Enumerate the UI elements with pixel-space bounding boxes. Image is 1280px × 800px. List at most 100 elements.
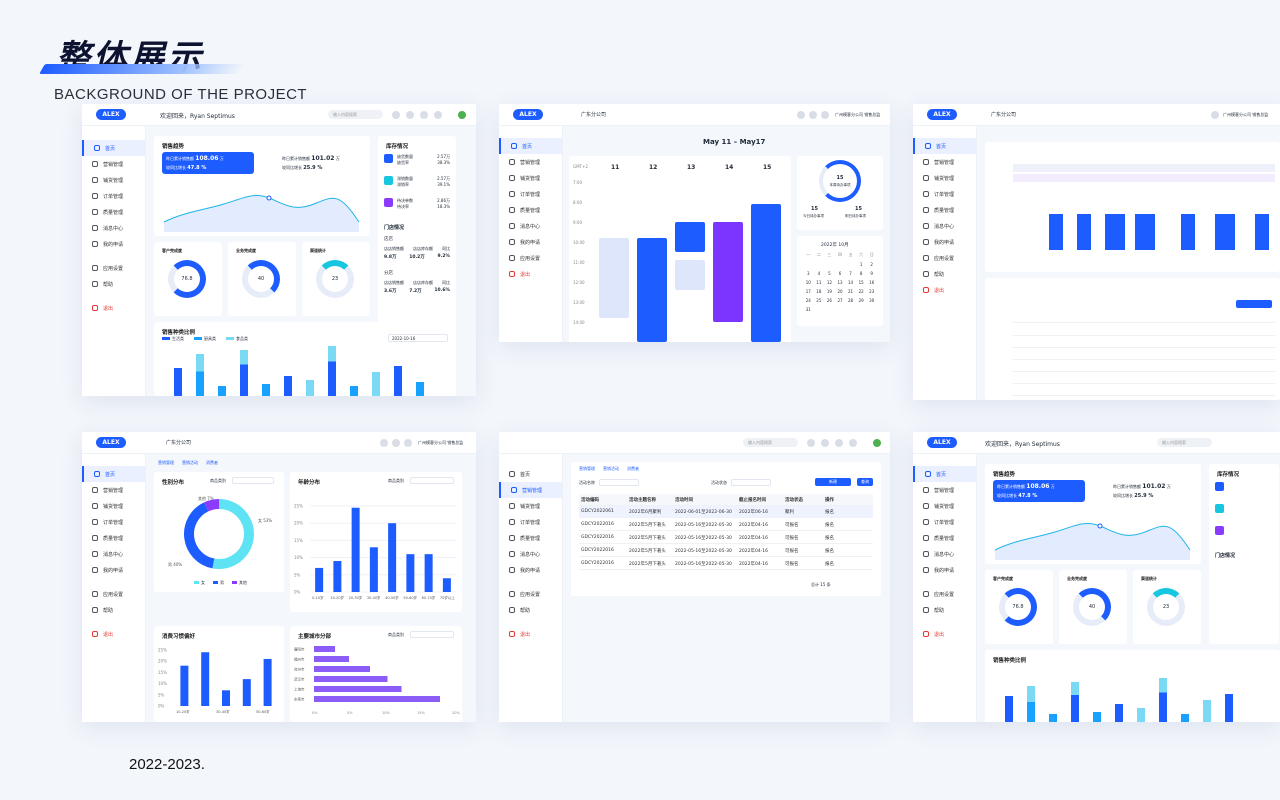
nav-marketing[interactable]: 营销管理 — [913, 154, 976, 170]
nav-home[interactable]: 首页 — [82, 140, 145, 156]
tool-icon[interactable] — [392, 111, 400, 119]
date-cell[interactable]: 21 — [848, 289, 854, 294]
block[interactable] — [1135, 214, 1155, 250]
tool-icon[interactable] — [809, 111, 817, 119]
brand-logo[interactable]: ALEX — [513, 109, 543, 120]
date-cell[interactable]: 28 — [848, 298, 854, 303]
nav-orders[interactable]: 订单管理 — [913, 514, 976, 530]
nav-messages[interactable]: 消息中心 — [499, 218, 562, 234]
tool-icon[interactable] — [1211, 111, 1219, 119]
day-11[interactable]: 11 — [611, 164, 620, 171]
nav-applications[interactable]: 我的申请 — [499, 234, 562, 250]
date-cell[interactable]: 26 — [826, 298, 832, 303]
nav-orders[interactable]: 订单管理 — [82, 188, 145, 204]
nav-marketing[interactable]: 营销管理 — [499, 154, 562, 170]
nav-settings[interactable]: 应用设置 — [913, 250, 976, 266]
nav-home[interactable]: 首页 — [82, 466, 145, 482]
date-cell[interactable]: 9 — [870, 271, 873, 276]
date-cell[interactable]: 17 — [805, 289, 811, 294]
nav-quality[interactable]: 质量管理 — [913, 202, 976, 218]
nav-messages[interactable]: 消息中心 — [82, 546, 145, 562]
event[interactable] — [713, 222, 743, 322]
date-cell[interactable]: 23 — [869, 289, 875, 294]
nav-settings[interactable]: 应用设置 — [82, 260, 145, 276]
nav-messages[interactable]: 消息中心 — [499, 546, 562, 562]
search-input[interactable]: 输入内容搜索 — [743, 438, 798, 447]
date-cell[interactable]: 14 — [848, 280, 854, 285]
nav-messages[interactable]: 消息中心 — [913, 546, 976, 562]
nav-quality[interactable]: 质量管理 — [913, 530, 976, 546]
nav-distribution[interactable]: 铺货管理 — [499, 170, 562, 186]
date-cell[interactable]: 27 — [837, 298, 843, 303]
nav-settings[interactable]: 应用设置 — [913, 586, 976, 602]
settings-icon[interactable] — [434, 111, 442, 119]
date-cell[interactable]: 13 — [837, 280, 843, 285]
nav-orders[interactable]: 订单管理 — [82, 514, 145, 530]
nav-settings[interactable]: 应用设置 — [499, 250, 562, 266]
settings-icon[interactable] — [849, 439, 857, 447]
nav-marketing[interactable]: 营销管理 — [913, 482, 976, 498]
date-cell[interactable]: 16 — [869, 280, 875, 285]
tab-marketing[interactable]: 营销管理 — [158, 460, 174, 465]
date-cell[interactable]: 2 — [870, 262, 873, 267]
event[interactable] — [637, 238, 667, 342]
date-cell[interactable]: 15 — [858, 280, 864, 285]
block[interactable] — [1049, 214, 1063, 250]
date-cell[interactable]: 25 — [816, 298, 822, 303]
filter-select[interactable] — [410, 477, 454, 484]
brand-logo[interactable]: ALEX — [927, 437, 957, 448]
week-range[interactable]: May 11 – May17 — [703, 138, 766, 146]
nav-home[interactable]: 首页 — [913, 466, 976, 482]
date-cell[interactable]: 31 — [805, 307, 811, 312]
block[interactable] — [1181, 214, 1195, 250]
nav-help[interactable]: 帮助 — [913, 266, 976, 282]
nav-applications[interactable]: 我的申请 — [913, 234, 976, 250]
date-cell[interactable]: 6 — [838, 271, 842, 276]
avatar[interactable] — [458, 111, 466, 119]
table-row[interactable]: GDCY2022016 2022年5月下著头 2022-05-16至2022-05-… — [579, 558, 873, 570]
date-cell[interactable]: 1 — [859, 262, 863, 267]
event[interactable] — [675, 222, 705, 252]
filter-select[interactable] — [232, 477, 274, 484]
brand-logo[interactable]: ALEX — [96, 109, 126, 120]
tool-icon[interactable] — [807, 439, 815, 447]
date-cell[interactable]: 4 — [817, 271, 821, 276]
event[interactable] — [675, 260, 705, 290]
nav-logout[interactable]: 退出 — [913, 626, 976, 642]
nav-home[interactable]: 首页 — [499, 138, 562, 154]
nav-quality[interactable]: 质量管理 — [499, 202, 562, 218]
query-button[interactable] — [1236, 300, 1272, 308]
block[interactable] — [1077, 214, 1091, 250]
day-12[interactable]: 12 — [649, 164, 658, 171]
tool-icon[interactable] — [821, 439, 829, 447]
nav-logout[interactable]: 退出 — [499, 266, 562, 282]
date-cell[interactable]: 24 — [805, 298, 811, 303]
date-cell[interactable]: 22 — [858, 289, 864, 294]
nav-help[interactable]: 帮助 — [82, 276, 145, 292]
region-select[interactable]: 广东分公司 — [581, 112, 607, 118]
nav-applications[interactable]: 我的申请 — [913, 562, 976, 578]
date-cell[interactable]: 18 — [816, 289, 822, 294]
nav-messages[interactable]: 消息中心 — [913, 218, 976, 234]
block[interactable] — [1105, 214, 1125, 250]
bell-icon[interactable] — [420, 111, 428, 119]
nav-distribution[interactable]: 铺货管理 — [82, 172, 145, 188]
brand-logo[interactable]: ALEX — [96, 437, 126, 448]
nav-distribution[interactable]: 铺货管理 — [913, 170, 976, 186]
table-row[interactable]: GDCY2022061 2022年6月聚利 2022-06-01至2022-06-3… — [579, 506, 873, 518]
block[interactable] — [1215, 214, 1235, 250]
avatar[interactable] — [821, 111, 829, 119]
region-select[interactable]: 广东分公司 — [991, 112, 1017, 118]
event[interactable] — [751, 204, 781, 342]
search-input[interactable]: 输入内容搜索 — [328, 110, 383, 119]
nav-quality[interactable]: 质量管理 — [82, 530, 145, 546]
avatar[interactable] — [873, 439, 881, 447]
nav-home[interactable]: 首页 — [913, 138, 976, 154]
nav-distribution[interactable]: 铺货管理 — [82, 498, 145, 514]
tool-icon[interactable] — [380, 439, 388, 447]
bell-icon[interactable] — [835, 439, 843, 447]
date-cell[interactable]: 19 — [826, 289, 832, 294]
region-select[interactable]: 广东分公司 — [166, 440, 192, 446]
date-cell[interactable]: 10 — [805, 280, 811, 285]
table-row[interactable]: GDCY2022016 2022年5月下著头 2022-05-16至2022-05-… — [579, 519, 873, 531]
